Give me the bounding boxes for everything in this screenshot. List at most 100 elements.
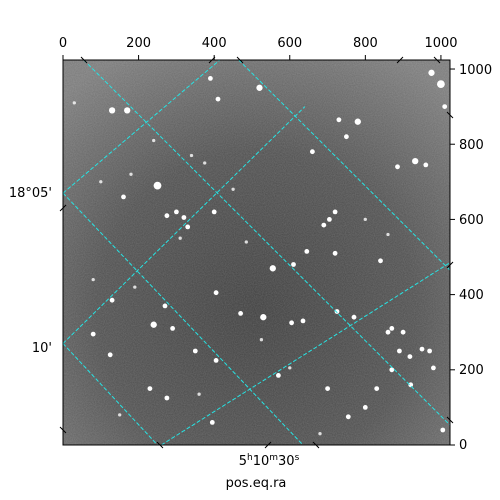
star-point [109,297,115,303]
star-point [211,209,217,215]
star-point [164,395,170,401]
top-tick-label: 600 [277,36,302,51]
star-point [354,118,361,125]
star-point [407,354,413,359]
star-point [215,96,221,102]
coordinate-tick-mark [208,56,216,64]
star-point [321,222,327,228]
star-point [121,194,126,200]
star-point [332,209,338,215]
star-point [174,209,179,215]
star-point [345,414,351,420]
star-point [72,101,76,105]
star-point [260,314,267,321]
star-point [181,215,187,220]
ra-seconds: 30 [278,454,295,469]
star-point [129,172,133,176]
top-tick-label: 200 [126,36,151,51]
star-point [208,76,213,81]
right-tick-label: 200 [459,363,484,378]
star-point [213,358,219,363]
star-point [397,348,402,354]
star-point [213,290,219,296]
star-point [124,107,131,114]
sky-noise [63,60,450,445]
top-tick-label: 800 [353,36,378,51]
top-tick-label: 0 [59,36,67,51]
stars-layer [72,69,448,436]
right-tick-label: 800 [459,138,484,153]
right-tick-label: 400 [459,288,484,303]
coordinate-tick-mark [446,416,454,424]
ra-label: 5h10m30s [239,453,300,469]
star-point [378,258,383,264]
star-point [325,386,330,391]
star-point [374,386,380,391]
star-point [389,367,395,373]
star-point [419,346,425,352]
coordinate-tick-mark [446,111,454,119]
ra-grid-line [238,60,450,271]
star-point [133,285,137,289]
top-axis-labels: 0 200 400 600 800 1000 [59,36,458,51]
star-point [91,277,95,282]
coordinate-tick-mark [312,441,320,449]
star-point [310,149,315,155]
star-point [442,104,448,109]
dec-label: 10' [32,341,52,356]
star-point [332,250,338,256]
star-point [363,217,367,222]
star-point [395,164,400,170]
star-point [423,162,429,168]
star-point [238,311,244,316]
star-point [408,382,414,388]
star-point [90,331,96,337]
ra-grid-line [63,106,306,344]
star-point [412,157,419,165]
coordinate-tick-mark [156,441,164,449]
right-tick-label: 0 [459,438,467,453]
star-point [192,348,198,354]
star-point [185,224,191,230]
coordinate-tick-mark [396,56,404,64]
star-point [231,187,235,191]
star-point [428,69,435,76]
right-tick-label: 600 [459,213,484,228]
star-point [400,329,406,335]
star-point [107,352,113,358]
dec-grid-line [63,343,158,445]
star-point [118,413,122,417]
star-point [334,309,340,314]
coordinate-tick-mark [80,56,88,64]
ra-hours-unit: h [247,453,253,463]
star-point [327,217,332,222]
star-point [389,326,395,331]
star-point [209,420,215,425]
star-point [153,181,162,190]
coordinate-tick-mark [433,56,441,64]
top-tick-label: 400 [202,36,227,51]
dec-grid-line [63,192,304,445]
star-point [147,386,153,391]
star-point [269,265,276,272]
top-tick-label: 1000 [424,36,457,51]
coordinate-tick-mark [59,204,67,212]
star-point [256,84,263,91]
axis-ticks [59,55,455,449]
star-point [197,392,201,396]
star-point [304,249,310,254]
star-point [344,134,349,140]
star-point [351,314,357,320]
star-point [170,326,176,331]
ra-hours: 5 [239,454,247,469]
star-point [108,107,116,114]
dec-grid-line [63,60,221,194]
coordinate-grid [63,60,450,445]
star-point [178,236,182,240]
coordinate-tick-mark [236,56,244,64]
star-point [288,366,292,370]
star-point [437,80,445,88]
star-point [289,320,294,326]
star-point [291,262,296,267]
